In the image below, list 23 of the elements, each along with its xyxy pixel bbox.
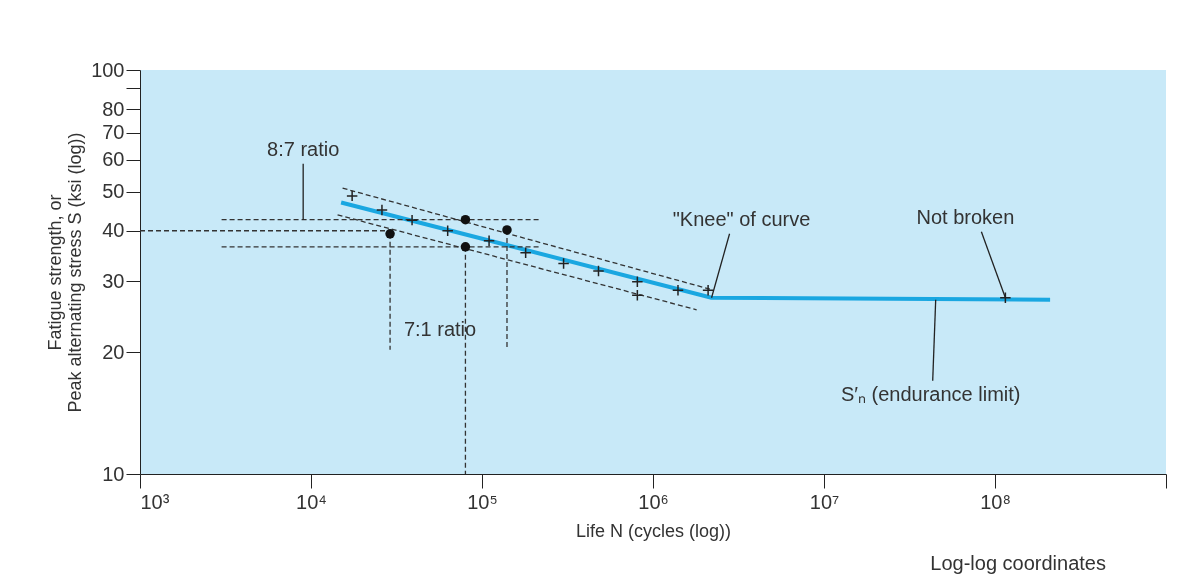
x-tick-label: 10⁸ xyxy=(980,490,1011,513)
x-axis-title: Life N (cycles (log)) xyxy=(575,520,732,541)
x-tick-label: 10⁶ xyxy=(638,490,669,513)
y-axis-title: Fatigue strength, or Peak alternating stress S (ksi (log)) xyxy=(45,132,86,413)
y-tick-label: 40 xyxy=(102,219,125,242)
x-tick-label: 10⁴ xyxy=(296,490,327,513)
annotation: 8:7 ratio xyxy=(267,137,340,160)
x-tick-label: 10⁷ xyxy=(809,490,840,513)
x-tick-label: 10⁵ xyxy=(467,490,498,513)
text: Log-log coordinates xyxy=(930,552,1106,574)
annotation: 7:1 ratio xyxy=(403,318,477,340)
annotation: "Knee" of curve xyxy=(672,207,811,230)
y-tick-label: 100 xyxy=(91,58,125,81)
y-tick-label: 70 xyxy=(102,121,125,144)
x-tick-label: 10³ xyxy=(140,490,170,513)
y-tick-label: 50 xyxy=(102,180,125,203)
annotation: Not broken xyxy=(916,205,1015,228)
y-tick-label: 80 xyxy=(102,97,125,120)
y-tick-label: 30 xyxy=(102,269,125,292)
y-tick-label: 20 xyxy=(102,340,125,363)
y-tick-label: 10 xyxy=(102,462,125,485)
annotation: S′ₙ (endurance limit) xyxy=(840,382,1021,405)
y-tick-label: 60 xyxy=(102,148,125,171)
